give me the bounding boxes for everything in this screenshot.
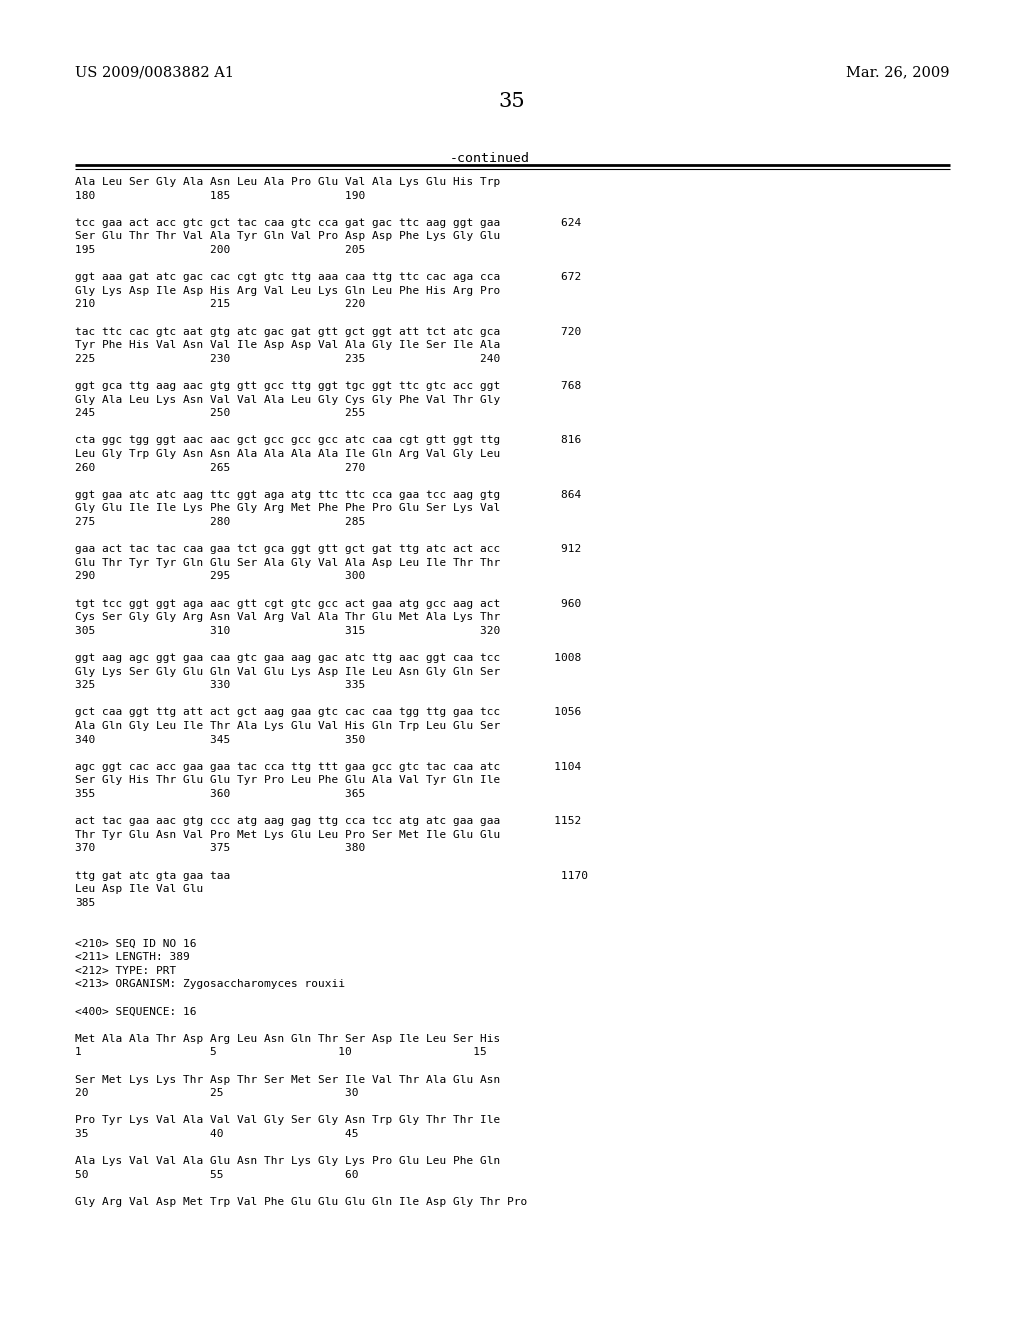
- Text: Cys Ser Gly Gly Arg Asn Val Arg Val Ala Thr Glu Met Ala Lys Thr: Cys Ser Gly Gly Arg Asn Val Arg Val Ala …: [75, 612, 501, 622]
- Text: Leu Asp Ile Val Glu: Leu Asp Ile Val Glu: [75, 884, 203, 894]
- Text: gct caa ggt ttg att act gct aag gaa gtc cac caa tgg ttg gaa tcc        1056: gct caa ggt ttg att act gct aag gaa gtc …: [75, 708, 582, 717]
- Text: cta ggc tgg ggt aac aac gct gcc gcc gcc atc caa cgt gtt ggt ttg         816: cta ggc tgg ggt aac aac gct gcc gcc gcc …: [75, 436, 582, 445]
- Text: Glu Thr Tyr Tyr Gln Glu Ser Ala Gly Val Ala Asp Leu Ile Thr Thr: Glu Thr Tyr Tyr Gln Glu Ser Ala Gly Val …: [75, 558, 501, 568]
- Text: 20                  25                  30: 20 25 30: [75, 1088, 358, 1098]
- Text: 260                 265                 270: 260 265 270: [75, 462, 366, 473]
- Text: Pro Tyr Lys Val Ala Val Val Gly Ser Gly Asn Trp Gly Thr Thr Ile: Pro Tyr Lys Val Ala Val Val Gly Ser Gly …: [75, 1115, 501, 1126]
- Text: Gly Lys Asp Ile Asp His Arg Val Leu Lys Gln Leu Phe His Arg Pro: Gly Lys Asp Ile Asp His Arg Val Leu Lys …: [75, 286, 501, 296]
- Text: <400> SEQUENCE: 16: <400> SEQUENCE: 16: [75, 1007, 197, 1016]
- Text: <213> ORGANISM: Zygosaccharomyces rouxii: <213> ORGANISM: Zygosaccharomyces rouxii: [75, 979, 345, 990]
- Text: Gly Lys Ser Gly Glu Gln Val Glu Lys Asp Ile Leu Asn Gly Gln Ser: Gly Lys Ser Gly Glu Gln Val Glu Lys Asp …: [75, 667, 501, 677]
- Text: <210> SEQ ID NO 16: <210> SEQ ID NO 16: [75, 939, 197, 949]
- Text: tcc gaa act acc gtc gct tac caa gtc cca gat gac ttc aag ggt gaa         624: tcc gaa act acc gtc gct tac caa gtc cca …: [75, 218, 582, 228]
- Text: Ser Met Lys Lys Thr Asp Thr Ser Met Ser Ile Val Thr Ala Glu Asn: Ser Met Lys Lys Thr Asp Thr Ser Met Ser …: [75, 1074, 501, 1085]
- Text: 180                 185                 190: 180 185 190: [75, 190, 366, 201]
- Text: 245                 250                 255: 245 250 255: [75, 408, 366, 418]
- Text: 305                 310                 315                 320: 305 310 315 320: [75, 626, 501, 636]
- Text: Ser Glu Thr Thr Val Ala Tyr Gln Val Pro Asp Asp Phe Lys Gly Glu: Ser Glu Thr Thr Val Ala Tyr Gln Val Pro …: [75, 231, 501, 242]
- Text: 385: 385: [75, 898, 95, 908]
- Text: Tyr Phe His Val Asn Val Ile Asp Asp Val Ala Gly Ile Ser Ile Ala: Tyr Phe His Val Asn Val Ile Asp Asp Val …: [75, 341, 501, 350]
- Text: Ala Leu Ser Gly Ala Asn Leu Ala Pro Glu Val Ala Lys Glu His Trp: Ala Leu Ser Gly Ala Asn Leu Ala Pro Glu …: [75, 177, 501, 187]
- Text: 275                 280                 285: 275 280 285: [75, 517, 366, 527]
- Text: agc ggt cac acc gaa gaa tac cca ttg ttt gaa gcc gtc tac caa atc        1104: agc ggt cac acc gaa gaa tac cca ttg ttt …: [75, 762, 582, 772]
- Text: <212> TYPE: PRT: <212> TYPE: PRT: [75, 966, 176, 975]
- Text: ggt aag agc ggt gaa caa gtc gaa aag gac atc ttg aac ggt caa tcc        1008: ggt aag agc ggt gaa caa gtc gaa aag gac …: [75, 653, 582, 663]
- Text: Ala Gln Gly Leu Ile Thr Ala Lys Glu Val His Gln Trp Leu Glu Ser: Ala Gln Gly Leu Ile Thr Ala Lys Glu Val …: [75, 721, 501, 731]
- Text: 195                 200                 205: 195 200 205: [75, 246, 366, 255]
- Text: 340                 345                 350: 340 345 350: [75, 735, 366, 744]
- Text: ttg gat atc gta gaa taa                                                 1170: ttg gat atc gta gaa taa 1170: [75, 871, 588, 880]
- Text: 35                  40                  45: 35 40 45: [75, 1129, 358, 1139]
- Text: 1                   5                  10                  15: 1 5 10 15: [75, 1047, 486, 1057]
- Text: ggt gca ttg aag aac gtg gtt gcc ttg ggt tgc ggt ttc gtc acc ggt         768: ggt gca ttg aag aac gtg gtt gcc ttg ggt …: [75, 381, 582, 391]
- Text: ggt gaa atc atc aag ttc ggt aga atg ttc ttc cca gaa tcc aag gtg         864: ggt gaa atc atc aag ttc ggt aga atg ttc …: [75, 490, 582, 500]
- Text: Gly Glu Ile Ile Lys Phe Gly Arg Met Phe Phe Pro Glu Ser Lys Val: Gly Glu Ile Ile Lys Phe Gly Arg Met Phe …: [75, 503, 501, 513]
- Text: tgt tcc ggt ggt aga aac gtt cgt gtc gcc act gaa atg gcc aag act         960: tgt tcc ggt ggt aga aac gtt cgt gtc gcc …: [75, 598, 582, 609]
- Text: 35: 35: [499, 92, 525, 111]
- Text: 290                 295                 300: 290 295 300: [75, 572, 366, 581]
- Text: Met Ala Ala Thr Asp Arg Leu Asn Gln Thr Ser Asp Ile Leu Ser His: Met Ala Ala Thr Asp Arg Leu Asn Gln Thr …: [75, 1034, 501, 1044]
- Text: Gly Arg Val Asp Met Trp Val Phe Glu Glu Glu Gln Ile Asp Gly Thr Pro: Gly Arg Val Asp Met Trp Val Phe Glu Glu …: [75, 1197, 527, 1206]
- Text: Leu Gly Trp Gly Asn Asn Ala Ala Ala Ala Ile Gln Arg Val Gly Leu: Leu Gly Trp Gly Asn Asn Ala Ala Ala Ala …: [75, 449, 501, 459]
- Text: Gly Ala Leu Lys Asn Val Val Ala Leu Gly Cys Gly Phe Val Thr Gly: Gly Ala Leu Lys Asn Val Val Ala Leu Gly …: [75, 395, 501, 405]
- Text: Thr Tyr Glu Asn Val Pro Met Lys Glu Leu Pro Ser Met Ile Glu Glu: Thr Tyr Glu Asn Val Pro Met Lys Glu Leu …: [75, 830, 501, 840]
- Text: Ser Gly His Thr Glu Glu Tyr Pro Leu Phe Glu Ala Val Tyr Gln Ile: Ser Gly His Thr Glu Glu Tyr Pro Leu Phe …: [75, 775, 501, 785]
- Text: <211> LENGTH: 389: <211> LENGTH: 389: [75, 952, 189, 962]
- Text: 355                 360                 365: 355 360 365: [75, 789, 366, 799]
- Text: Mar. 26, 2009: Mar. 26, 2009: [847, 65, 950, 79]
- Text: 210                 215                 220: 210 215 220: [75, 300, 366, 309]
- Text: gaa act tac tac caa gaa tct gca ggt gtt gct gat ttg atc act acc         912: gaa act tac tac caa gaa tct gca ggt gtt …: [75, 544, 582, 554]
- Text: 325                 330                 335: 325 330 335: [75, 680, 366, 690]
- Text: tac ttc cac gtc aat gtg atc gac gat gtt gct ggt att tct atc gca         720: tac ttc cac gtc aat gtg atc gac gat gtt …: [75, 326, 582, 337]
- Text: 225                 230                 235                 240: 225 230 235 240: [75, 354, 501, 364]
- Text: act tac gaa aac gtg ccc atg aag gag ttg cca tcc atg atc gaa gaa        1152: act tac gaa aac gtg ccc atg aag gag ttg …: [75, 816, 582, 826]
- Text: -continued: -continued: [450, 152, 530, 165]
- Text: ggt aaa gat atc gac cac cgt gtc ttg aaa caa ttg ttc cac aga cca         672: ggt aaa gat atc gac cac cgt gtc ttg aaa …: [75, 272, 582, 282]
- Text: 50                  55                  60: 50 55 60: [75, 1170, 358, 1180]
- Text: US 2009/0083882 A1: US 2009/0083882 A1: [75, 65, 234, 79]
- Text: Ala Lys Val Val Ala Glu Asn Thr Lys Gly Lys Pro Glu Leu Phe Gln: Ala Lys Val Val Ala Glu Asn Thr Lys Gly …: [75, 1156, 501, 1166]
- Text: 370                 375                 380: 370 375 380: [75, 843, 366, 854]
